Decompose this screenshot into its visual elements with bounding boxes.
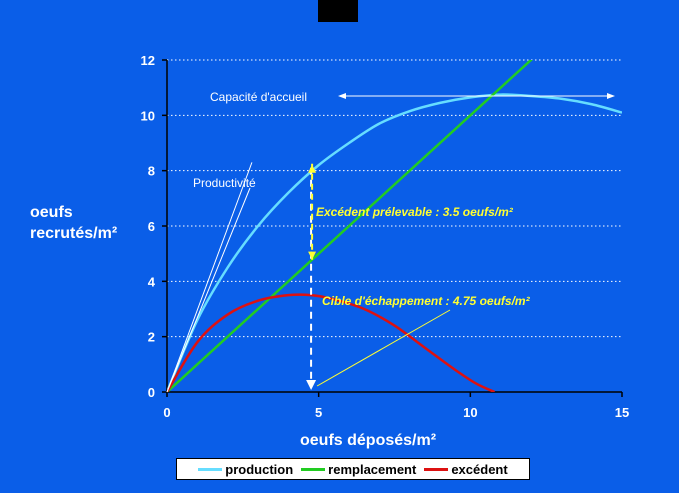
cible-arrowhead: [306, 380, 317, 390]
legend-label-production: production: [225, 461, 294, 477]
legend-label-excedent: excédent: [451, 461, 508, 477]
capacite-arrowhead-right: [607, 92, 615, 99]
legend-item-remplacement: remplacement: [301, 462, 416, 477]
capacite-arrowhead-left: [338, 92, 346, 99]
series-line-remplacement: [167, 60, 533, 392]
annotation-productivite: Productivité: [193, 176, 256, 190]
legend-item-excedent: excédent: [424, 461, 508, 477]
y-tick-label: 6: [148, 219, 155, 234]
y-tick-label: 4: [148, 274, 156, 289]
legend-label-remplacement: remplacement: [328, 461, 417, 477]
excedent-arrow-up: [308, 164, 317, 173]
legend-item-production: production: [198, 462, 293, 477]
series-line-production: [167, 93, 622, 392]
y-axis-label: oeufs recrutés/m²: [30, 202, 140, 244]
cible-pointer-line: [316, 309, 451, 387]
y-tick-label: 2: [148, 330, 155, 345]
series-group: [167, 60, 622, 392]
top-decoration: [318, 0, 358, 22]
annotation-capacite: Capacité d'accueil: [210, 90, 307, 104]
y-tick-label: 8: [148, 164, 155, 179]
legend-swatch-production: [198, 467, 223, 471]
x-tick-label: 15: [615, 405, 629, 420]
annotation-excedent: Excédent prélevable : 3.5 oeufs/m²: [316, 205, 514, 219]
x-tick-label: 0: [163, 405, 170, 420]
y-tick-label: 12: [141, 53, 155, 68]
series-line-excedent: [167, 293, 496, 392]
x-axis-label: oeufs déposés/m²: [300, 432, 437, 449]
annotation-cible: Cible d'échappement : 4.75 oeufs/m²: [322, 294, 531, 308]
productivite-pointer-line: [166, 187, 251, 393]
y-axis-label-line-1: oeufs: [30, 204, 73, 221]
legend: production remplacement excédent: [176, 458, 530, 480]
x-tick-label: 5: [315, 405, 322, 420]
excedent-arrow-down: [308, 251, 317, 260]
y-axis-label-line-2: recrutés/m²: [30, 225, 118, 242]
y-tick-label: 0: [148, 385, 155, 400]
legend-swatch-remplacement: [301, 467, 326, 471]
x-tick-label: 10: [463, 405, 477, 420]
y-tick-label: 10: [141, 108, 155, 123]
productivite-tangent-line: [166, 162, 253, 393]
legend-swatch-excedent: [424, 467, 449, 471]
